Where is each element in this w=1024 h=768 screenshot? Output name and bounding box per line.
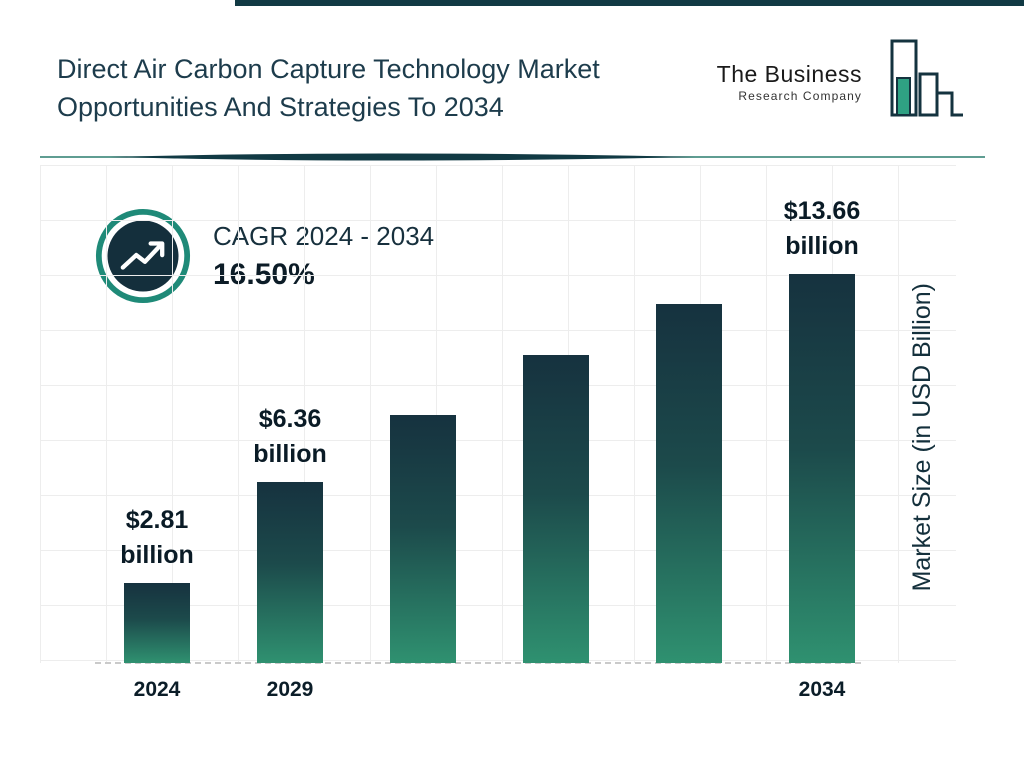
bar bbox=[257, 482, 323, 663]
logo-text: The Business Research Company bbox=[717, 61, 862, 103]
x-axis-tick-label: 2024 bbox=[133, 678, 181, 701]
logo-name: The Business bbox=[716, 61, 862, 87]
bar-value-label: $2.81 billion bbox=[62, 503, 252, 573]
x-axis-tick-label: 2034 bbox=[798, 678, 846, 701]
logo-subname: Research Company bbox=[738, 89, 862, 103]
bar bbox=[390, 415, 456, 663]
page-title: Direct Air Carbon Capture Technology Mar… bbox=[57, 50, 697, 126]
bar bbox=[523, 355, 589, 663]
bar bbox=[124, 583, 190, 663]
title-line-2: Opportunities And Strategies To 2034 bbox=[57, 92, 504, 122]
bar-value-unit: billion bbox=[120, 541, 194, 569]
bar-value-amount: $6.36 bbox=[258, 405, 322, 433]
bar bbox=[789, 274, 855, 663]
company-logo: The Business Research Company bbox=[717, 39, 966, 120]
bar-value-unit: billion bbox=[253, 440, 327, 468]
title-line-1: Direct Air Carbon Capture Technology Mar… bbox=[57, 54, 600, 84]
bar-value-label: $13.66 billion bbox=[727, 194, 917, 264]
bar-value-label: $6.36 billion bbox=[195, 402, 385, 472]
bar-chart-logo-icon bbox=[890, 39, 963, 117]
x-axis-tick-label: 2029 bbox=[266, 678, 314, 701]
bar-value-amount: $2.81 bbox=[125, 506, 189, 534]
bar-value-amount: $13.66 bbox=[783, 197, 861, 225]
bar-value-unit: billion bbox=[785, 232, 859, 260]
bar bbox=[656, 304, 722, 663]
y-axis-label: Market Size (in USD Billion) bbox=[908, 283, 936, 592]
top-border-strip bbox=[235, 0, 1024, 6]
divider-line bbox=[40, 153, 985, 161]
chart-baseline bbox=[95, 662, 861, 664]
